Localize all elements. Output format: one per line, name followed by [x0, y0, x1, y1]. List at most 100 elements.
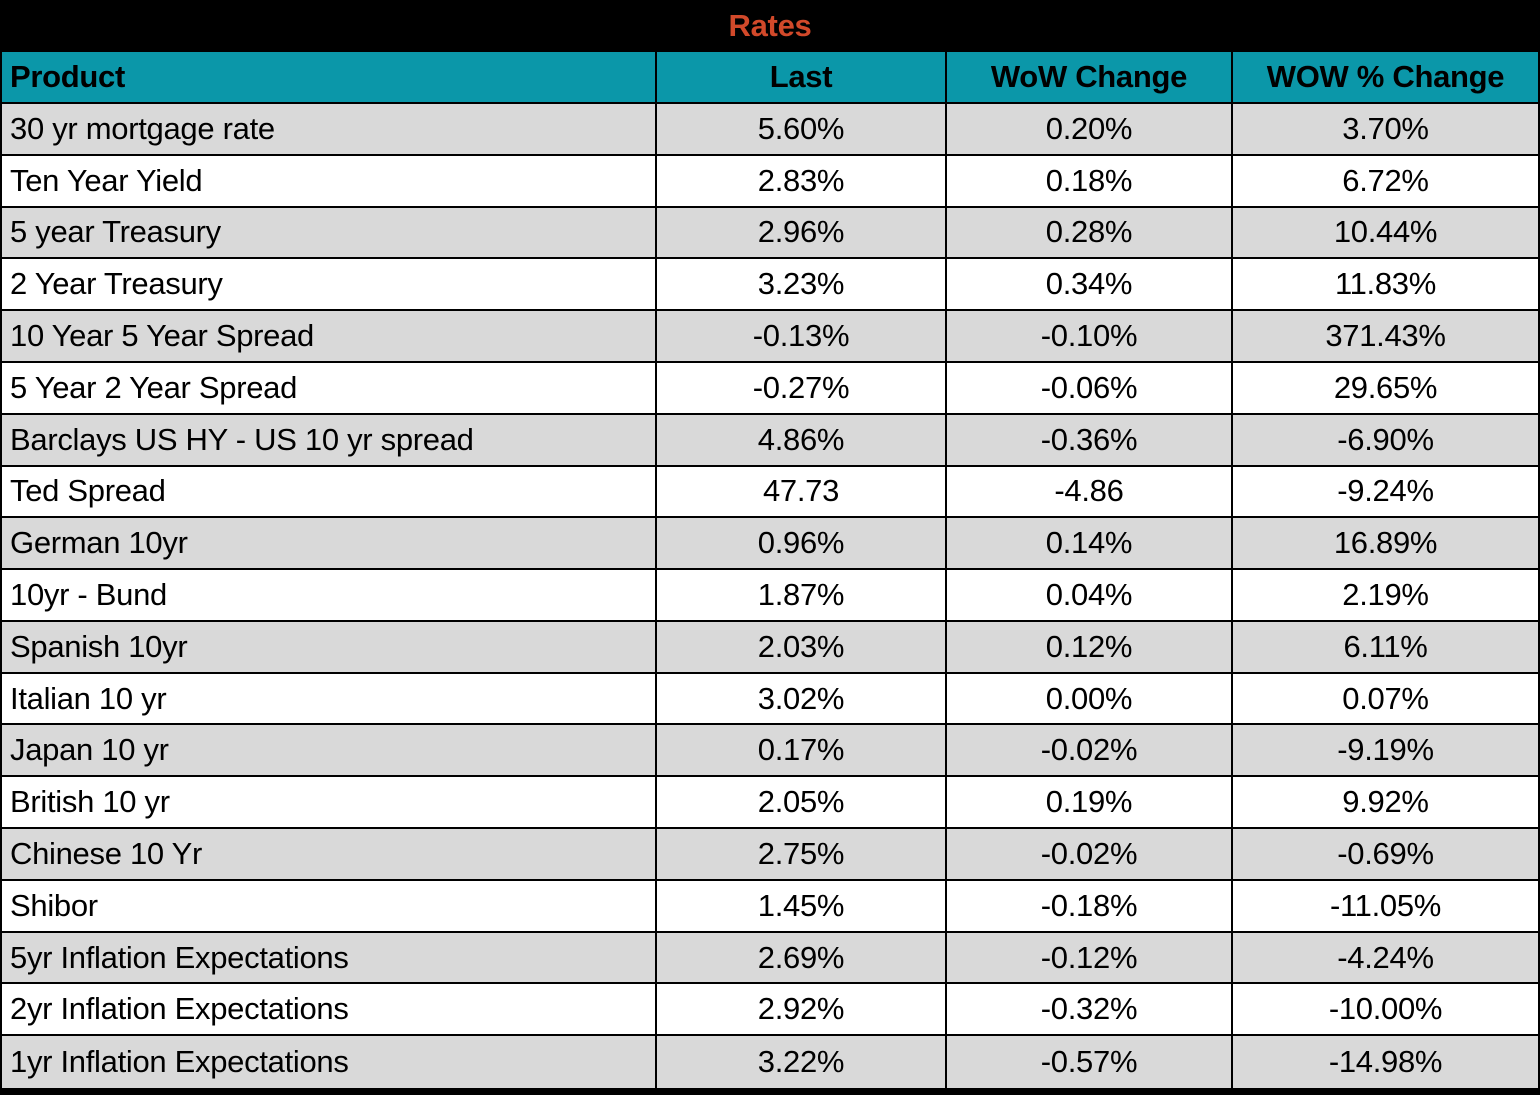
wow-pct-change-cell: -4.24%	[1337, 939, 1434, 975]
table-row: 5 year Treasury 2.96% 0.28% 10.44%	[2, 207, 1538, 260]
table-row: Ten Year Yield 2.83% 0.18% 6.72%	[2, 155, 1538, 208]
table-row: Ted Spread 47.73 -4.86 -9.24%	[2, 466, 1538, 519]
wow-change-cell: -0.32%	[947, 984, 1233, 1035]
wow-pct-change-cell: 6.72%	[1342, 162, 1429, 198]
wow-change-cell: -4.86	[947, 466, 1233, 517]
wow-change-cell: -0.02%	[947, 829, 1233, 879]
column-header-product: Product	[2, 52, 657, 102]
product-cell: Ten Year Yield	[2, 155, 657, 206]
product-cell: 10yr - Bund	[2, 570, 657, 620]
table-row: Italian 10 yr 3.02% 0.00% 0.07%	[2, 673, 1538, 726]
product-cell: 5yr Inflation Expectations	[2, 932, 657, 983]
wow-change-cell: 0.00%	[947, 673, 1233, 724]
product-cell: Chinese 10 Yr	[2, 829, 657, 879]
wow-change-cell: -0.18%	[947, 880, 1233, 931]
wow-pct-change-cell: 10.44%	[1333, 214, 1438, 250]
product-cell: 5 year Treasury	[2, 207, 657, 258]
wow-pct-change-cell: -0.69%	[1337, 835, 1434, 871]
wow-pct-change-cell: 6.11%	[1343, 628, 1428, 664]
wow-pct-change-cell: -9.19%	[1337, 732, 1434, 768]
last-cell: 1.87%	[657, 570, 947, 620]
wow-change-cell: 0.28%	[947, 207, 1233, 258]
table-row: German 10yr 0.96% 0.14% 16.89%	[2, 518, 1538, 571]
last-cell: 1.45%	[657, 880, 947, 931]
table-row: Chinese 10 Yr 2.75% -0.02% -0.69%	[2, 829, 1538, 881]
last-cell: 2.83%	[657, 155, 947, 206]
last-cell: 2.96%	[657, 207, 947, 258]
product-cell: Italian 10 yr	[2, 673, 657, 724]
table-row: 2 Year Treasury 3.23% 0.34% 11.83%	[2, 259, 1538, 312]
wow-change-cell: 0.18%	[947, 155, 1233, 206]
wow-pct-change-cell: 11.83%	[1334, 266, 1437, 302]
product-cell: 10 Year 5 Year Spread	[2, 311, 657, 361]
last-cell: 2.03%	[657, 621, 947, 672]
wow-change-cell: 0.19%	[947, 777, 1233, 828]
product-cell: 1yr Inflation Expectations	[2, 1036, 657, 1088]
table-row: 10 Year 5 Year Spread -0.13% -0.10% 371.…	[2, 311, 1538, 363]
last-cell: 2.92%	[657, 984, 947, 1035]
last-cell: -0.27%	[657, 362, 947, 413]
column-header-wow-change: WoW Change	[947, 52, 1233, 102]
last-cell: 47.73	[657, 466, 947, 517]
table-row: 5 Year 2 Year Spread -0.27% -0.06% 29.65…	[2, 362, 1538, 415]
last-cell: 5.60%	[657, 104, 947, 154]
product-cell: 30 yr mortgage rate	[2, 104, 657, 154]
wow-change-cell: -0.10%	[947, 311, 1233, 361]
wow-pct-change-cell: 0.07%	[1342, 680, 1429, 716]
wow-pct-change-cell: -10.00%	[1328, 991, 1443, 1027]
last-cell: 2.75%	[657, 829, 947, 879]
wow-pct-change-cell: 29.65%	[1333, 369, 1438, 405]
table-row: Japan 10 yr 0.17% -0.02% -9.19%	[2, 725, 1538, 778]
last-cell: 4.86%	[657, 414, 947, 465]
product-cell: 2 Year Treasury	[2, 259, 657, 310]
table-row: 30 yr mortgage rate 5.60% 0.20% 3.70%	[2, 104, 1538, 156]
table-row: 5yr Inflation Expectations 2.69% -0.12% …	[2, 932, 1538, 985]
table-row: 10yr - Bund 1.87% 0.04% 2.19%	[2, 570, 1538, 622]
wow-change-cell: -0.06%	[947, 362, 1233, 413]
product-cell: Japan 10 yr	[2, 725, 657, 776]
column-header-last: Last	[657, 52, 947, 102]
wow-pct-change-cell: 9.92%	[1342, 784, 1429, 820]
product-cell: German 10yr	[2, 518, 657, 569]
product-cell: Barclays US HY - US 10 yr spread	[2, 414, 657, 465]
table-title: Rates	[728, 8, 812, 43]
last-cell: 3.23%	[657, 259, 947, 310]
table-body: 30 yr mortgage rate 5.60% 0.20% 3.70% Te…	[2, 104, 1538, 1088]
wow-change-cell: 0.14%	[947, 518, 1233, 569]
last-cell: 2.05%	[657, 777, 947, 828]
last-cell: 0.17%	[657, 725, 947, 776]
table-row: 2yr Inflation Expectations 2.92% -0.32% …	[2, 984, 1538, 1037]
wow-pct-change-cell: -9.24%	[1337, 473, 1434, 509]
table-header-row: Product Last WoW Change WOW % Change	[2, 52, 1538, 104]
column-header-wow-pct-change: WOW % Change	[1266, 59, 1505, 94]
last-cell: 2.69%	[657, 932, 947, 983]
wow-change-cell: -0.12%	[947, 932, 1233, 983]
wow-pct-change-cell: 371.43%	[1325, 318, 1446, 354]
product-cell: British 10 yr	[2, 777, 657, 828]
wow-change-cell: -0.57%	[947, 1036, 1233, 1088]
wow-change-cell: 0.12%	[947, 621, 1233, 672]
last-cell: -0.13%	[657, 311, 947, 361]
product-cell: 2yr Inflation Expectations	[2, 984, 657, 1035]
wow-change-cell: 0.34%	[947, 259, 1233, 310]
last-cell: 3.22%	[657, 1036, 947, 1088]
wow-change-cell: 0.04%	[947, 570, 1233, 620]
wow-pct-change-cell: 2.19%	[1342, 576, 1429, 612]
wow-pct-change-cell: -14.98%	[1328, 1044, 1443, 1080]
last-cell: 0.96%	[657, 518, 947, 569]
last-cell: 3.02%	[657, 673, 947, 724]
product-cell: Shibor	[2, 880, 657, 931]
wow-pct-change-cell: 16.89%	[1333, 525, 1438, 561]
table-row: Shibor 1.45% -0.18% -11.05%	[2, 880, 1538, 933]
table-title-bar: Rates	[2, 0, 1538, 52]
wow-pct-change-cell: -11.05%	[1329, 887, 1442, 923]
wow-change-cell: -0.36%	[947, 414, 1233, 465]
product-cell: 5 Year 2 Year Spread	[2, 362, 657, 413]
product-cell: Ted Spread	[2, 466, 657, 517]
table-row: 1yr Inflation Expectations 3.22% -0.57% …	[2, 1036, 1538, 1088]
wow-pct-change-cell: -6.90%	[1337, 421, 1434, 457]
table-row: Barclays US HY - US 10 yr spread 4.86% -…	[2, 414, 1538, 467]
wow-change-cell: -0.02%	[947, 725, 1233, 776]
table-row: Spanish 10yr 2.03% 0.12% 6.11%	[2, 621, 1538, 674]
